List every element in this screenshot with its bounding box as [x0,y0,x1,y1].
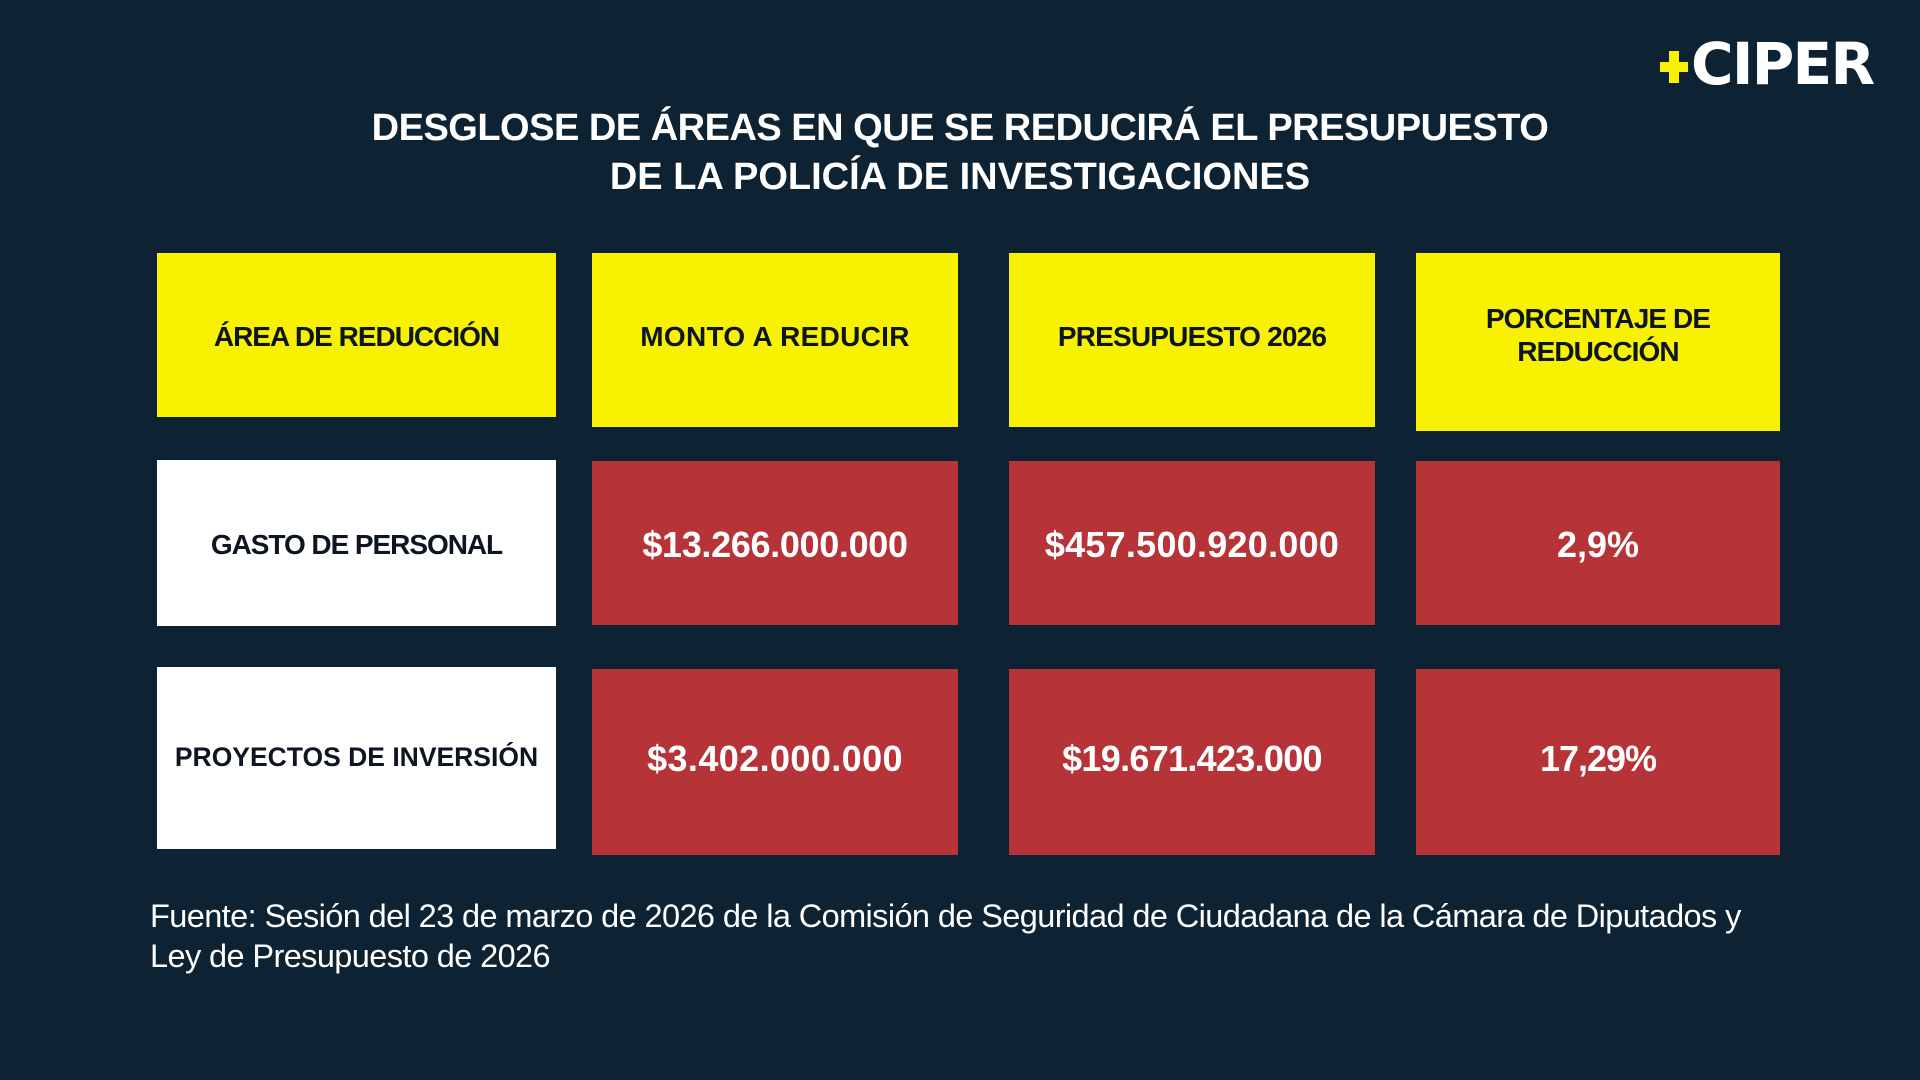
column-header-monto-a-reducir: MONTO A REDUCIR [592,253,958,427]
area-label: PROYECTOS DE INVERSIÓN [174,741,539,772]
row-gasto-presupuesto-cell: $457.500.920.000 [1009,461,1375,625]
row-gasto-monto-cell: $13.266.000.000 [592,461,958,625]
column-header-label: PORCENTAJE DE REDUCCIÓN [1485,302,1711,368]
column-header-area-de-reduccion: ÁREA DE REDUCCIÓN [157,253,556,417]
source-line-2: Ley de Presupuesto de 2026 [150,937,551,974]
row-proyectos-porcentaje-cell: 17,29% [1416,669,1780,855]
column-header-presupuesto-2026: PRESUPUESTO 2026 [1009,253,1375,427]
title-line-2: DE LA POLICÍA DE INVESTIGACIONES [609,156,1311,198]
area-label: GASTO DE PERSONAL [210,529,503,560]
presupuesto-value: $19.671.423.000 [1062,738,1322,779]
plus-icon [1660,50,1688,83]
logo-text: CIPER [1691,30,1875,98]
porcentaje-value: 17,29% [1539,738,1657,779]
row-proyectos-monto-cell: $3.402.000.000 [592,669,958,855]
column-header-label: MONTO A REDUCIR [640,321,910,353]
column-header-porcentaje-de-reduccion: PORCENTAJE DE REDUCCIÓN [1416,253,1780,431]
row-gasto-porcentaje-cell: 2,9% [1416,461,1780,625]
source-note: Fuente: Sesión del 23 de marzo de 2026 d… [150,897,1741,976]
source-line-1: Fuente: Sesión del 23 de marzo de 2026 d… [150,898,1741,934]
column-header-label: ÁREA DE REDUCCIÓN [213,321,500,353]
page-title: DESGLOSE DE ÁREAS EN QUE SE REDUCIRÁ EL … [0,104,1920,202]
column-header-label: PRESUPUESTO 2026 [1057,321,1327,353]
presupuesto-value: $457.500.920.000 [1044,523,1340,565]
monto-value: $13.266.000.000 [642,523,908,565]
monto-value: $3.402.000.000 [647,738,903,779]
porcentaje-value: 2,9% [1556,523,1640,565]
row-gasto-area-cell: GASTO DE PERSONAL [157,460,556,626]
row-proyectos-area-cell: PROYECTOS DE INVERSIÓN [157,667,556,849]
title-line-1: DESGLOSE DE ÁREAS EN QUE SE REDUCIRÁ EL … [371,107,1549,149]
row-proyectos-presupuesto-cell: $19.671.423.000 [1009,669,1375,855]
